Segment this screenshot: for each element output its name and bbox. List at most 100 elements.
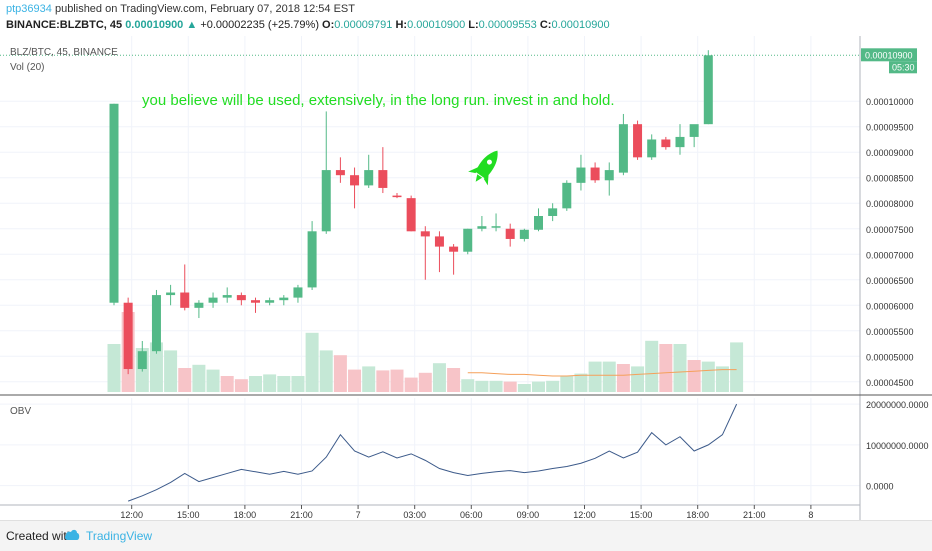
candle-body (576, 167, 586, 183)
volume-bar (475, 380, 489, 392)
footer-bar: Created with TradingView (0, 520, 932, 551)
close-value: 0.00010900 (551, 19, 610, 31)
candle-body (279, 297, 289, 301)
username-link[interactable]: ptp36934 (6, 3, 52, 15)
candle-body (151, 295, 161, 352)
volume-bar (532, 381, 545, 392)
candle-body (335, 170, 345, 176)
candle-body (534, 216, 543, 230)
volume-bar (546, 380, 560, 392)
annotation-text: you believe will be used, extensively, i… (142, 92, 615, 109)
volume-bar (574, 373, 588, 392)
candle-body (618, 124, 628, 173)
candle-body (590, 167, 600, 181)
candle-body (236, 295, 246, 301)
price-tick-label: 0.00006000 (866, 301, 914, 311)
candle-body (364, 170, 374, 186)
price-tick-label: 0.00008500 (866, 174, 914, 184)
candle-body (208, 297, 218, 303)
tradingview-link[interactable]: TradingView (86, 529, 153, 543)
volume-label: Vol (20) (10, 62, 44, 73)
candle-body (703, 55, 713, 125)
candle-body (675, 136, 685, 148)
obv-pane (127, 403, 738, 502)
grid-lines (0, 36, 860, 504)
last-price: 0.00010900 (125, 19, 184, 31)
volume-bar (333, 355, 347, 392)
candle-body (392, 195, 402, 198)
candle-body (661, 139, 671, 148)
time-tick-label: 21:00 (743, 510, 766, 520)
volume-bars (107, 312, 744, 392)
candle-body (562, 182, 572, 209)
countdown-label: 05:30 (892, 62, 915, 72)
volume-bar (461, 379, 475, 392)
candle-body (463, 228, 473, 252)
created-with-text: Created with (6, 529, 74, 543)
candle-body (604, 170, 614, 181)
tradingview-cloud-icon[interactable] (64, 529, 80, 541)
candle-body (166, 292, 176, 296)
volume-bar (149, 342, 163, 392)
volume-bar (687, 360, 701, 392)
ohlc-line: BINANCE:BLZBTC, 45 0.00010900 ▲ +0.00002… (6, 19, 610, 31)
volume-bar (602, 361, 616, 392)
volume-bar (673, 344, 687, 392)
axes: 0.00010000 0.00009500 0.00009000 0.00008500… (0, 36, 932, 520)
volume-bar (404, 377, 418, 392)
up-arrow-icon: ▲ (186, 19, 198, 31)
low-label: L: (468, 19, 479, 31)
volume-bar (192, 364, 206, 392)
volume-bar (234, 379, 248, 392)
candle-body (350, 175, 360, 186)
price-tag-label: 0.00010900 (865, 50, 913, 60)
time-tick-label: 12:00 (573, 510, 596, 520)
candle-body (293, 287, 303, 298)
candle-body (519, 229, 529, 239)
volume-bar (616, 364, 630, 392)
volume-ma-line (467, 369, 737, 377)
candle-body (449, 246, 459, 252)
candle-body (477, 226, 487, 229)
volume-bar (730, 342, 744, 392)
volume-bar (220, 376, 234, 392)
volume-bar (588, 361, 602, 392)
price-tick-label: 0.00004500 (866, 378, 914, 388)
published-text: published on TradingView.com, February 0… (54, 3, 355, 15)
price-candles (0, 50, 860, 375)
pane-title: BLZ/BTC, 45, BINANCE (10, 47, 118, 58)
obv-tick-label: 0.0000 (866, 482, 894, 492)
chart-area[interactable]: 0.00010000 0.00009500 0.00009000 0.00008500… (0, 36, 932, 520)
volume-bar (489, 380, 503, 392)
candle-body (251, 300, 260, 303)
volume-bar (715, 366, 729, 392)
candle-body (633, 124, 643, 158)
volume-bar (645, 340, 659, 392)
price-tick-label: 0.00005000 (866, 352, 914, 362)
volume-bar (376, 370, 390, 392)
candle-body (180, 292, 190, 308)
chart-background (0, 36, 932, 520)
volume-bar (348, 369, 362, 392)
time-tick-label: 03:00 (403, 510, 426, 520)
volume-bar (164, 350, 178, 392)
change-value: +0.00002235 (+25.79%) (200, 19, 319, 31)
volume-bar (560, 376, 574, 392)
candle-body (647, 139, 657, 158)
candle-body (265, 300, 275, 303)
time-tick-label: 18:00 (686, 510, 709, 520)
candle-body (109, 103, 119, 303)
open-value: 0.00009791 (334, 19, 393, 31)
volume-bar (701, 361, 715, 392)
obv-tick-label: 10000000.0000 (866, 441, 929, 451)
price-tag-box (861, 48, 917, 62)
time-tick-label: 06:00 (460, 510, 483, 520)
candle-body (222, 295, 232, 298)
price-tick-label: 0.00005500 (866, 327, 914, 337)
volume-bar (277, 376, 291, 392)
countdown-box (889, 61, 917, 74)
time-tick-label: 18:00 (234, 510, 257, 520)
low-value: 0.00009553 (478, 19, 537, 31)
volume-bar (503, 381, 517, 392)
volume-bar (305, 332, 319, 392)
